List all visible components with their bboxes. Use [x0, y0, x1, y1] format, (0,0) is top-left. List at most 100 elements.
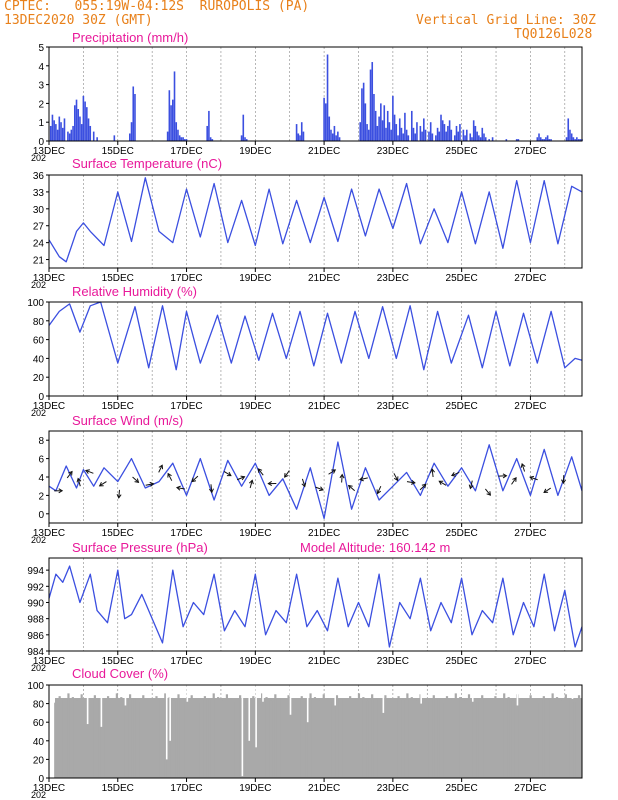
wind-arrow	[377, 485, 382, 494]
x-tick-label: 27DEC	[514, 273, 546, 284]
cloud-bar	[388, 698, 391, 778]
cloud-dip	[52, 685, 55, 704]
precip-bar	[577, 139, 580, 141]
cloud-bar	[322, 694, 325, 778]
cloud-bar	[225, 694, 229, 778]
precip-bar	[407, 135, 410, 141]
precip-bar	[84, 101, 86, 141]
cloud-bar	[296, 702, 299, 778]
x-year-fragment: 202	[31, 408, 46, 418]
pres-series-line	[48, 565, 583, 648]
cloud-bar	[564, 694, 567, 778]
x-tick-label: 17DEC	[170, 146, 202, 157]
precip-bar	[576, 137, 578, 141]
precip-bar	[388, 122, 391, 141]
x-tick-label: 15DEC	[102, 528, 134, 539]
y-tick-label: 992	[27, 582, 44, 593]
precip-bar	[96, 137, 98, 141]
y-tick-label: 20	[33, 373, 45, 384]
wind-frame	[48, 430, 583, 524]
cloud-bar	[371, 694, 374, 778]
wind-arrow	[257, 468, 264, 476]
cloud-bar	[309, 693, 312, 778]
precip-bar	[424, 129, 427, 141]
y-tick-label: 27	[33, 222, 45, 233]
cloud-bar	[366, 700, 369, 778]
precip-bar	[450, 129, 453, 141]
wind-arrow	[191, 475, 199, 482]
precip-bar	[245, 139, 248, 141]
x-tick-label: 23DEC	[377, 273, 409, 284]
cloud-bar	[529, 695, 532, 778]
cloud-bar	[547, 699, 550, 778]
cloud-bar	[441, 702, 444, 778]
precip-bar	[455, 125, 458, 141]
cloud-bar	[454, 693, 457, 778]
precip-bar	[134, 94, 136, 141]
header-datetime: 13DEC2020 30Z (GMT)	[4, 13, 153, 28]
wind-arrow-head	[430, 468, 435, 473]
cloud-bar	[300, 696, 303, 778]
cloud-bar	[76, 700, 79, 778]
precip-bar	[546, 135, 549, 141]
cloud-bar	[172, 700, 176, 778]
precip-bar	[565, 137, 568, 141]
x-tick-label: 23DEC	[377, 656, 409, 667]
precip-bar	[443, 124, 446, 141]
cloud-bar	[498, 699, 501, 778]
x-tick-label: 25DEC	[446, 401, 478, 412]
cloud-bar	[181, 698, 185, 778]
precip-bar	[378, 116, 380, 141]
precip-bar	[400, 127, 403, 141]
precip-bar	[244, 137, 246, 141]
cloud-bar	[423, 698, 427, 778]
precip-bar	[386, 110, 389, 141]
precip-bar	[335, 135, 337, 141]
x-tick-label: 13DEC	[33, 401, 65, 412]
x-tick-label: 25DEC	[446, 656, 478, 667]
x-tick-label: 17DEC	[170, 528, 202, 539]
wind-arrow	[158, 464, 163, 473]
precip-bar	[383, 105, 386, 141]
precip-bar	[60, 122, 62, 141]
cloud-bar	[146, 698, 149, 778]
wind-arrow	[469, 480, 473, 489]
precip-bar	[240, 135, 243, 141]
precip-bar	[398, 118, 401, 141]
precip-bar	[173, 71, 176, 141]
cloud-bar	[256, 699, 259, 778]
precip-bar	[435, 135, 437, 141]
header-model-code: TQ0126L028	[514, 27, 593, 42]
temp-frame	[48, 174, 583, 269]
precip-bar	[55, 124, 57, 141]
cloud-bar	[208, 699, 211, 778]
cloud-bar	[287, 695, 290, 778]
cloud-dip	[186, 685, 189, 702]
x-tick-label: 13DEC	[33, 273, 65, 284]
cloud-bar	[481, 695, 484, 778]
precip-bar	[113, 135, 116, 141]
cloud-dip	[86, 685, 89, 725]
precip-bar	[479, 137, 482, 141]
wind-arrow	[301, 478, 306, 487]
y-tick-label: 2	[38, 491, 44, 502]
precip-bar	[414, 133, 417, 141]
cloud-bar	[555, 697, 559, 778]
cloud-bar	[291, 698, 295, 778]
wind-arrow	[210, 484, 213, 493]
precip-bar	[130, 122, 133, 141]
cloud-bar	[357, 693, 361, 778]
precip-bar	[462, 129, 465, 141]
wind-arrow-head	[502, 473, 508, 479]
cloud-bar	[120, 697, 123, 778]
wind-arrow	[359, 477, 368, 481]
cloud-bar	[111, 699, 114, 778]
wind-arrow	[167, 473, 173, 481]
wind-arrow-head	[208, 488, 214, 494]
rh-title: Relative Humidity (%)	[72, 284, 197, 299]
y-tick-label: 40	[33, 354, 45, 365]
x-year-fragment: 202	[31, 663, 46, 673]
precip-bar	[392, 95, 394, 141]
precip-bar	[472, 120, 475, 141]
cloud-dip	[306, 685, 309, 723]
